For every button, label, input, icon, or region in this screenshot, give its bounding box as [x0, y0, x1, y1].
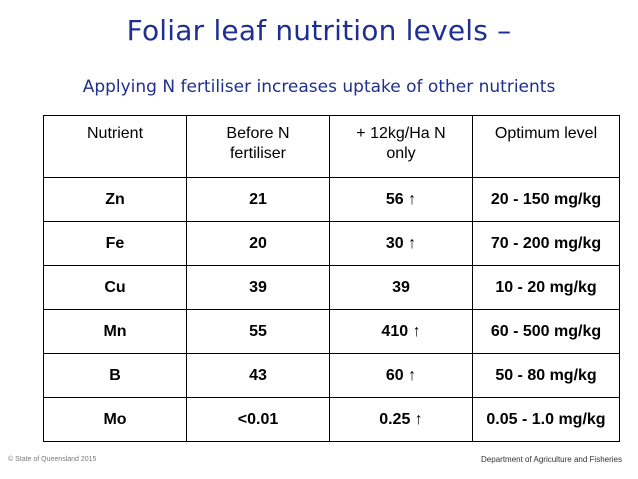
copyright-text: © State of Queensland 2015 [8, 456, 97, 463]
slide-subtitle: Applying N fertiliser increases uptake o… [82, 77, 556, 97]
cell-before: 43 [186, 353, 330, 398]
cell-optimum: 0.05 - 1.0 mg/kg [472, 397, 620, 442]
slide-title: Foliar leaf nutrition levels – [126, 14, 512, 47]
cell-optimum: 60 - 500 mg/kg [472, 309, 620, 354]
cell-nutrient: Mn [43, 309, 187, 354]
table-row: Zn 21 56 ↑ 20 - 150 mg/kg [43, 177, 620, 222]
department-text: Department of Agriculture and Fisheries [481, 455, 622, 464]
header-text: Before N [226, 125, 290, 142]
table-row: Mo <0.01 0.25 ↑ 0.05 - 1.0 mg/kg [43, 397, 620, 442]
header-text: Optimum level [494, 125, 598, 142]
after-value: 30 [385, 234, 404, 252]
table-row: B 43 60 ↑ 50 - 80 mg/kg [43, 353, 620, 398]
up-arrow-icon: ↑ [412, 322, 421, 340]
cell-optimum: 70 - 200 mg/kg [472, 221, 620, 266]
after-value: 0.25 [379, 410, 411, 428]
cell-optimum: 20 - 150 mg/kg [472, 177, 620, 222]
cell-nutrient: Cu [43, 265, 187, 310]
cell-optimum: 10 - 20 mg/kg [472, 265, 620, 310]
header-before: Before N fertiliser [186, 115, 330, 178]
up-arrow-icon: ↑ [408, 234, 417, 252]
header-text: + 12kg/Ha N [356, 125, 446, 142]
header-text: fertiliser [229, 145, 286, 162]
header-after: + 12kg/Ha N only [329, 115, 473, 178]
cell-before: 20 [186, 221, 330, 266]
nutrition-table: Nutrient Before N fertiliser + 12kg/Ha N… [43, 115, 620, 442]
table-row: Mn 55 410 ↑ 60 - 500 mg/kg [43, 309, 620, 354]
cell-after: 39 [329, 265, 473, 310]
cell-after: 56 ↑ [329, 177, 473, 222]
cell-nutrient: Fe [43, 221, 187, 266]
after-value: 39 [392, 278, 410, 296]
cell-optimum: 50 - 80 mg/kg [472, 353, 620, 398]
cell-nutrient: B [43, 353, 187, 398]
cell-before: 39 [186, 265, 330, 310]
header-optimum: Optimum level [472, 115, 620, 178]
cell-nutrient: Mo [43, 397, 187, 442]
cell-before: <0.01 [186, 397, 330, 442]
table-row: Fe 20 30 ↑ 70 - 200 mg/kg [43, 221, 620, 266]
header-nutrient: Nutrient [43, 115, 187, 178]
up-arrow-icon: ↑ [414, 410, 423, 428]
table-header-row: Nutrient Before N fertiliser + 12kg/Ha N… [43, 115, 620, 178]
cell-after: 60 ↑ [329, 353, 473, 398]
after-value: 410 [381, 322, 409, 340]
after-value: 60 [385, 366, 404, 384]
cell-after: 410 ↑ [329, 309, 473, 354]
cell-after: 30 ↑ [329, 221, 473, 266]
header-text: only [386, 145, 416, 162]
up-arrow-icon: ↑ [408, 190, 417, 208]
up-arrow-icon: ↑ [408, 366, 417, 384]
cell-before: 55 [186, 309, 330, 354]
after-value: 56 [385, 190, 404, 208]
cell-after: 0.25 ↑ [329, 397, 473, 442]
cell-before: 21 [186, 177, 330, 222]
cell-nutrient: Zn [43, 177, 187, 222]
table-row: Cu 39 39 10 - 20 mg/kg [43, 265, 620, 310]
header-text: Nutrient [86, 125, 144, 142]
